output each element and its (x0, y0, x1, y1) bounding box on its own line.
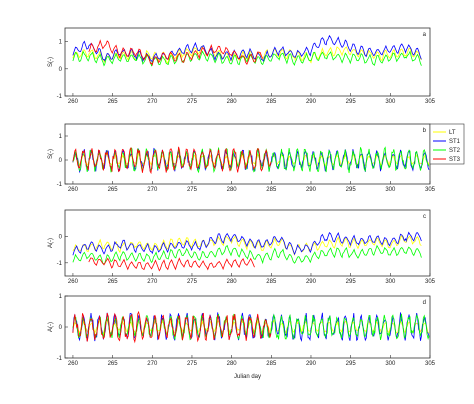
legend-box (429, 123, 465, 165)
panel-b: -1 0 1 260 265 270 275 280 285 290 295 300 305 S(-) b (48, 123, 436, 193)
panel-frame-a (64, 27, 431, 97)
x-tick-label-d-295: 295 (346, 361, 357, 367)
x-tick-label-c-265: 265 (108, 279, 119, 285)
x-axis-label: Julian day (234, 374, 261, 380)
series-group-a (72, 34, 422, 67)
x-tick-label-b-295: 295 (346, 187, 357, 193)
legend: LT ST1 ST2 ST3 (429, 123, 465, 165)
panel-letter-a: a (423, 32, 427, 38)
x-tick-label-a-285: 285 (266, 99, 277, 105)
y-tick-label-b-1: 1 (59, 134, 63, 140)
x-tick-label-c-275: 275 (187, 279, 198, 285)
panel-letter-c: c (423, 214, 426, 220)
series-line-c-st2 (72, 244, 422, 265)
x-tick-label-d-290: 290 (306, 361, 317, 367)
y-tick-label-b--1: -1 (57, 182, 63, 188)
x-tick-label-b-275: 275 (187, 187, 198, 193)
x-tick-label-b-280: 280 (227, 187, 238, 193)
series-line-a-st1 (72, 34, 422, 64)
x-tick-label-a-305: 305 (425, 99, 436, 105)
x-tick-label-c-260: 260 (68, 279, 79, 285)
x-tick-label-c-285: 285 (266, 279, 277, 285)
x-tick-label-d-280: 280 (227, 361, 238, 367)
y-axis-label-d: A(-) (48, 322, 54, 332)
y-tick-label-a--1: -1 (57, 94, 63, 100)
series-line-d-st2 (72, 313, 430, 341)
y-tick-label-d--1: -1 (57, 356, 63, 362)
x-tick-label-c-270: 270 (147, 279, 158, 285)
panel-a: -1 0 1 260 265 270 275 280 285 290 295 300 305 S(-) a (48, 27, 436, 105)
x-tick-label-a-295: 295 (346, 99, 357, 105)
panel-letter-d: d (423, 300, 426, 306)
x-tick-label-c-300: 300 (385, 279, 396, 285)
x-tick-label-a-280: 280 (227, 99, 238, 105)
series-line-c-st1 (72, 231, 422, 256)
series-group-c (72, 231, 422, 272)
series-line-b-st3 (72, 146, 272, 175)
x-tick-label-d-270: 270 (147, 361, 158, 367)
legend-label-st1: ST1 (449, 139, 461, 145)
x-tick-label-a-265: 265 (108, 99, 119, 105)
panel-frame-b (64, 123, 431, 185)
panel-d: -1 0 1 260 265 270 275 280 285 290 295 300 305 A(-) d (48, 294, 436, 367)
x-tick-label-d-305: 305 (425, 361, 436, 367)
x-tick-label-d-265: 265 (108, 361, 119, 367)
x-tick-label-a-260: 260 (68, 99, 79, 105)
x-tick-label-a-300: 300 (385, 99, 396, 105)
panel-frame-c (64, 209, 431, 277)
x-tick-label-b-285: 285 (266, 187, 277, 193)
x-tick-label-b-290: 290 (306, 187, 317, 193)
x-tick-label-d-285: 285 (266, 361, 277, 367)
x-tick-label-d-260: 260 (68, 361, 79, 367)
x-tick-label-b-265: 265 (108, 187, 119, 193)
y-tick-label-a-1: 1 (59, 40, 63, 46)
x-tick-label-a-270: 270 (147, 99, 158, 105)
y-axis-label-b: S(-) (48, 149, 54, 159)
y-tick-label-b-0: 0 (59, 158, 63, 164)
x-tick-label-b-300: 300 (385, 187, 396, 193)
series-line-d-st3 (72, 310, 272, 344)
series-group-b (72, 146, 430, 175)
legend-label-st2: ST2 (449, 148, 461, 154)
legend-label-st3: ST3 (449, 157, 461, 163)
series-group-d (72, 310, 430, 344)
series-line-c-lt (72, 234, 422, 257)
panel-letter-b: b (423, 128, 427, 134)
series-line-a-lt (72, 45, 422, 64)
y-tick-label-d-1: 1 (59, 294, 63, 300)
x-tick-label-c-295: 295 (346, 279, 357, 285)
y-tick-label-c--1: -1 (57, 261, 63, 267)
x-tick-label-a-275: 275 (187, 99, 198, 105)
series-line-a-st2 (72, 50, 422, 67)
x-tick-label-c-290: 290 (306, 279, 317, 285)
x-tick-label-a-290: 290 (306, 99, 317, 105)
series-line-c-st3 (88, 257, 255, 272)
x-tick-label-b-260: 260 (68, 187, 79, 193)
x-tick-label-b-305: 305 (425, 187, 436, 193)
y-tick-label-d-0: 0 (59, 325, 63, 331)
x-tick-label-c-280: 280 (227, 279, 238, 285)
series-line-a-st3 (88, 39, 264, 67)
y-axis-label-c: A(-) (48, 238, 54, 248)
x-tick-label-d-275: 275 (187, 361, 198, 367)
x-tick-label-d-300: 300 (385, 361, 396, 367)
x-tick-label-c-305: 305 (425, 279, 436, 285)
y-axis-label-a: S(-) (48, 57, 54, 67)
y-tick-label-c-0: 0 (59, 234, 63, 240)
x-tick-label-b-270: 270 (147, 187, 158, 193)
panel-c: -1 0 260 265 270 275 280 285 290 295 300 305 A(-) c (48, 209, 436, 285)
legend-label-lt: LT (449, 130, 456, 136)
y-tick-label-a-0: 0 (59, 67, 63, 73)
